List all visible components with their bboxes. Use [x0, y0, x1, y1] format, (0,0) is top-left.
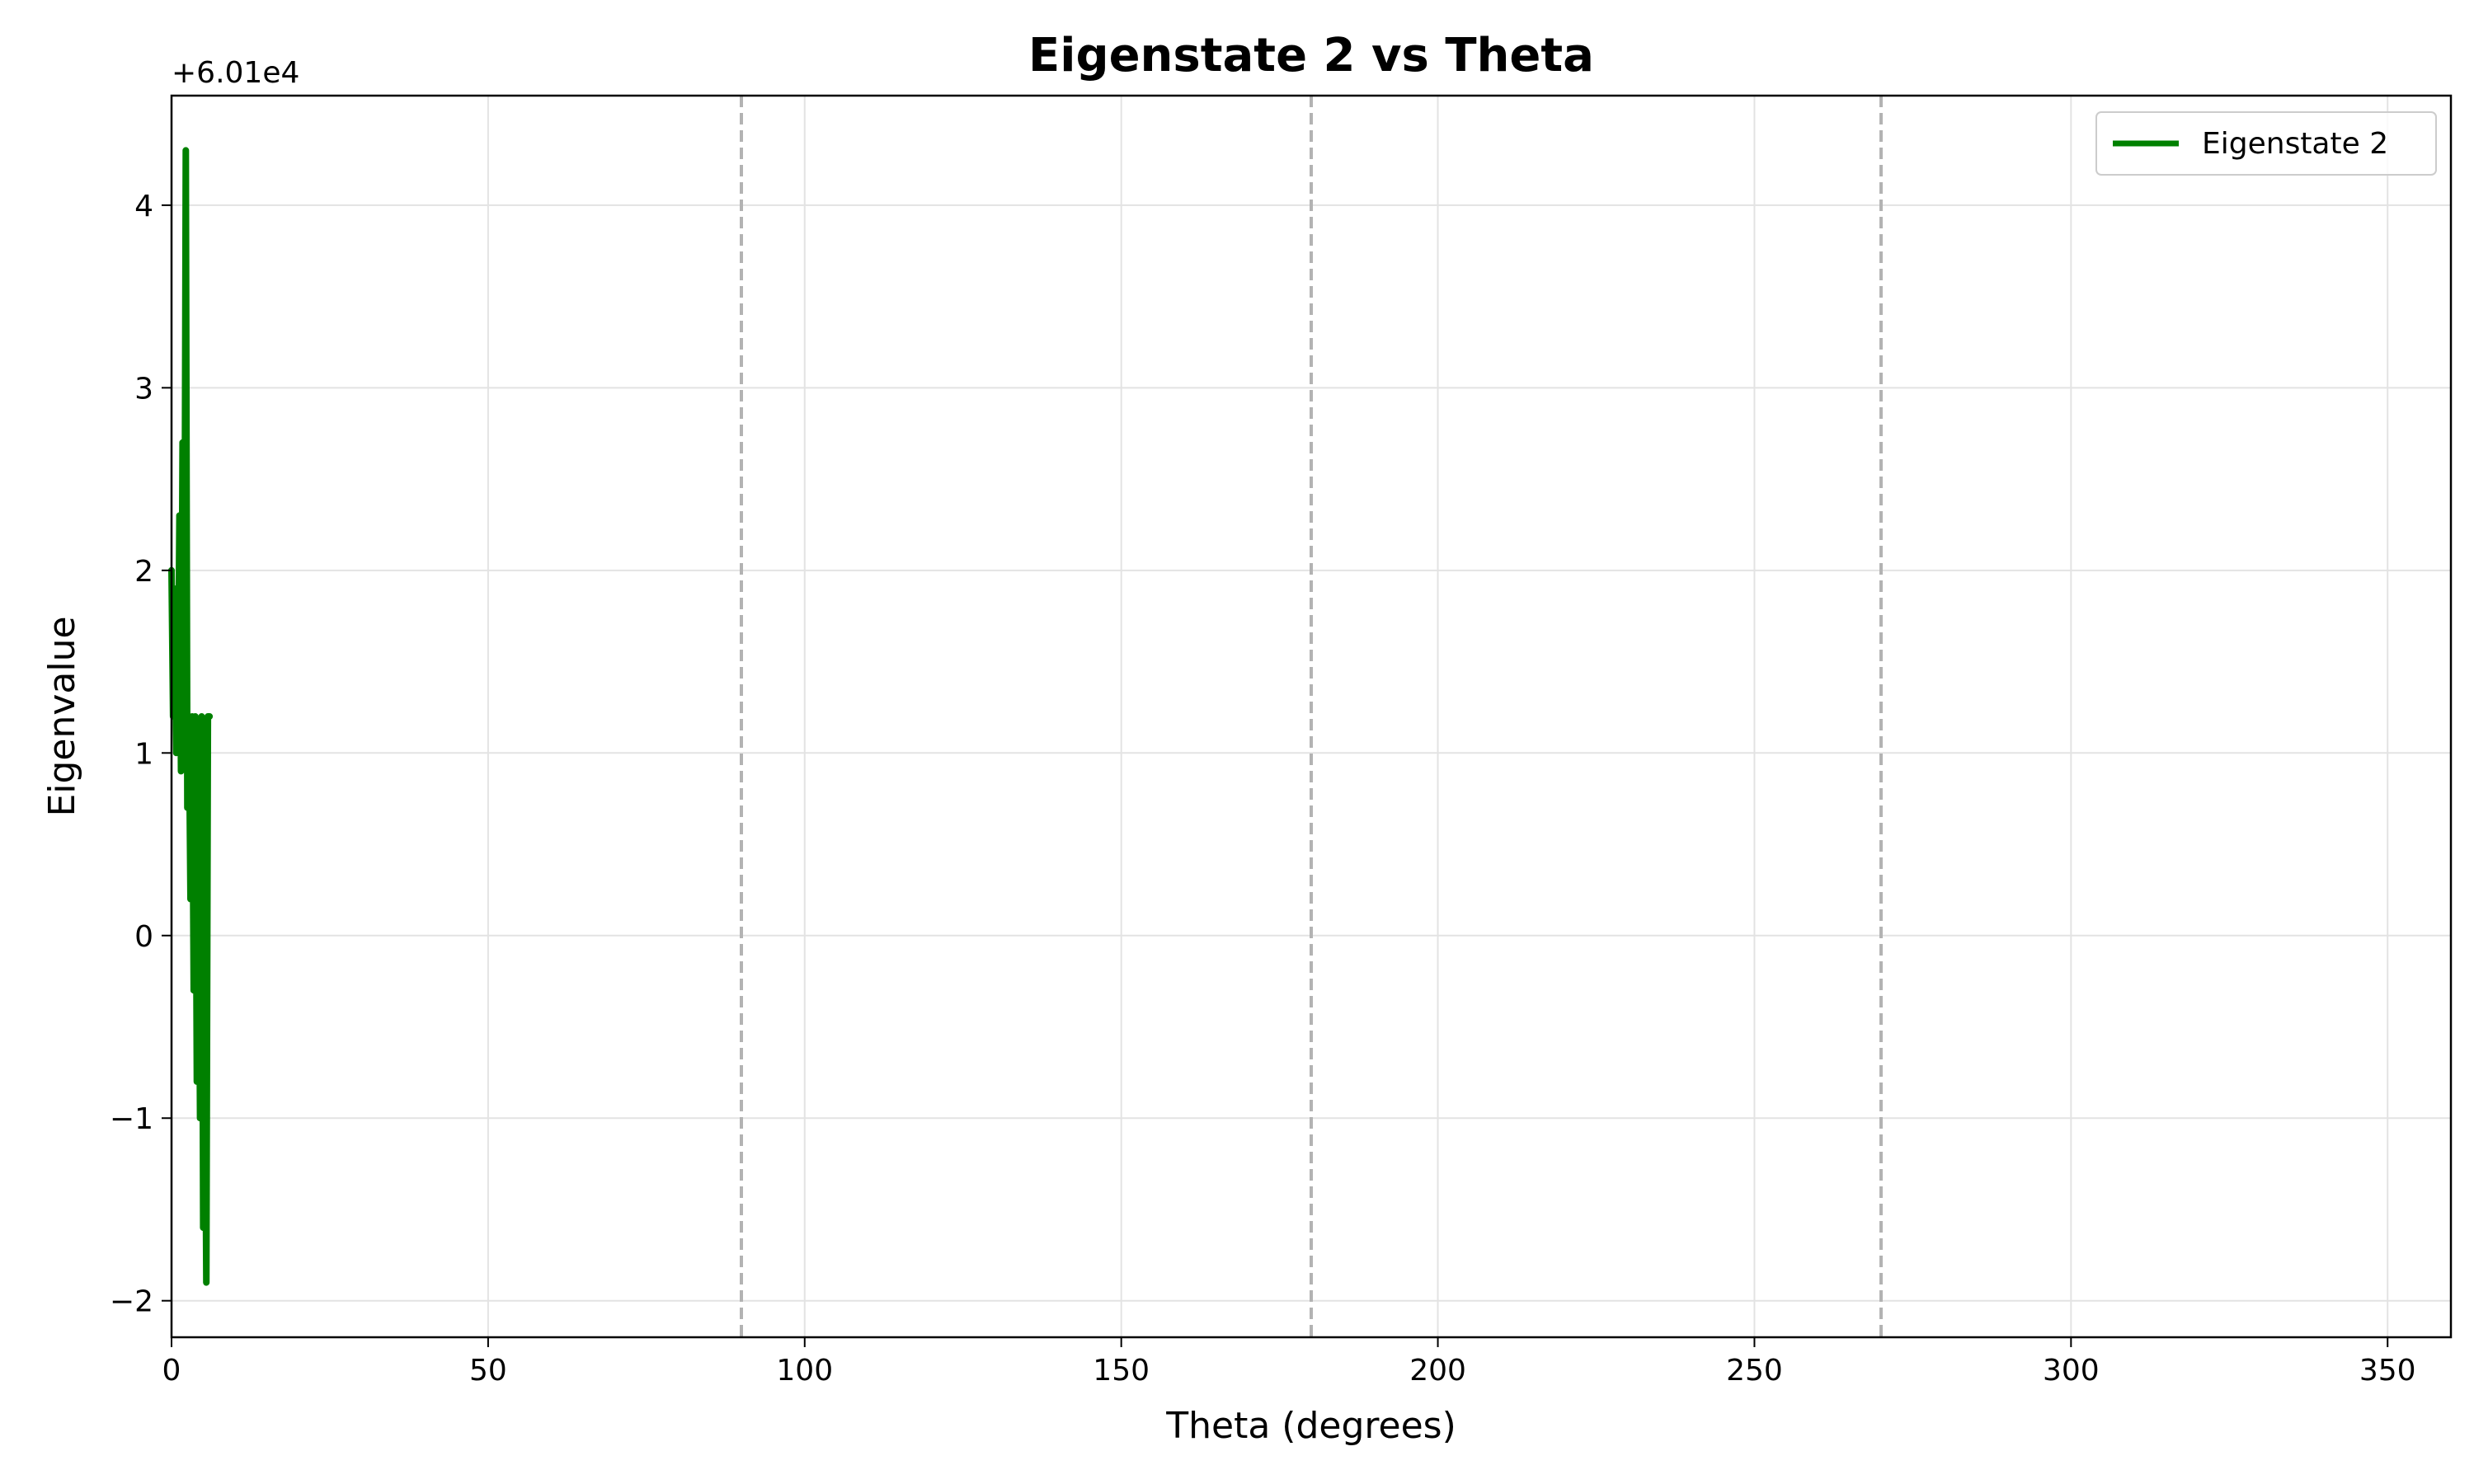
chart-title: Eigenstate 2 vs Theta	[1028, 29, 1594, 82]
x-axis-label: Theta (degrees)	[1165, 1405, 1456, 1447]
y-tick-label: −1	[110, 1102, 153, 1136]
x-tick-label: 300	[2043, 1354, 2100, 1388]
x-tick-label: 150	[1093, 1354, 1150, 1388]
legend-label: Eigenstate 2	[2202, 127, 2388, 161]
x-tick-label: 100	[776, 1354, 833, 1388]
x-tick-label: 350	[2359, 1354, 2416, 1388]
series-line	[168, 147, 214, 1286]
x-tick-label: 50	[469, 1354, 507, 1388]
y-tick-label: 1	[134, 737, 153, 771]
y-tick-label: 0	[134, 920, 153, 954]
y-tick-label: 2	[134, 555, 153, 589]
x-axis-ticks: 0 50 100 150 200 250 300 350	[162, 1337, 2416, 1388]
legend: Eigenstate 2	[2095, 111, 2437, 176]
plot-frame	[170, 94, 2453, 1339]
y-axis-offset: +6.01e4	[172, 56, 299, 90]
y-tick-label: 3	[134, 372, 153, 406]
legend-box	[2095, 111, 2437, 176]
y-tick-label: −2	[110, 1285, 153, 1319]
x-tick-label: 200	[1409, 1354, 1466, 1388]
x-tick-label: 250	[1726, 1354, 1783, 1388]
y-axis-label: Eigenvalue	[41, 616, 83, 816]
y-tick-label: 4	[134, 190, 153, 223]
series-layer	[168, 147, 214, 1286]
y-axis-ticks: −2 −1 0 1 2 3 4	[110, 190, 172, 1319]
x-tick-label: 0	[162, 1354, 181, 1388]
